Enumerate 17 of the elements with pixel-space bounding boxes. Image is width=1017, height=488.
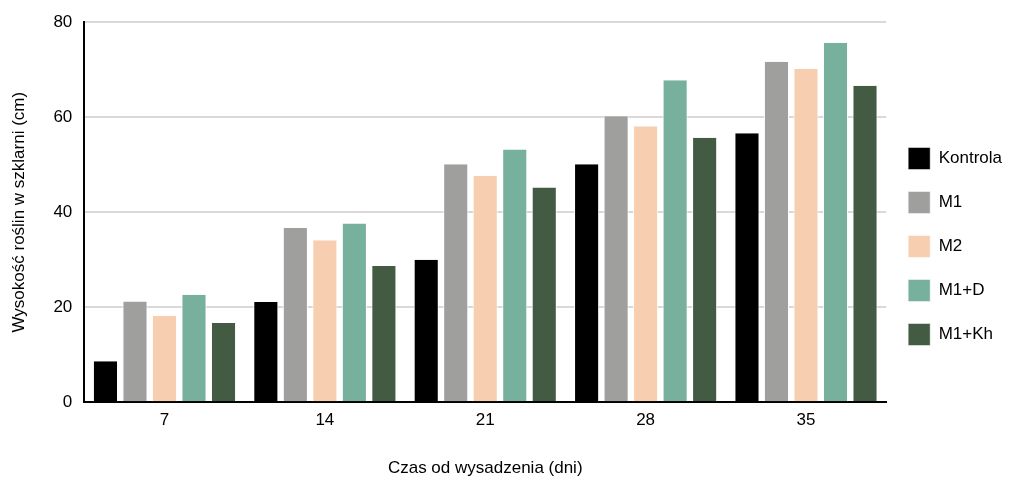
legend-label: M2 xyxy=(938,236,963,256)
x-tick-label: 7 xyxy=(159,410,170,430)
legend-label: M1+D xyxy=(938,280,985,300)
y-tick-label: 80 xyxy=(53,11,73,31)
y-tick-label: 60 xyxy=(53,106,73,126)
legend-label: M1 xyxy=(938,192,963,212)
y-axis-title: Wysokość roślin w szklarni (cm) xyxy=(8,91,28,333)
x-tick-label: 21 xyxy=(475,410,495,430)
y-tick-label: 20 xyxy=(53,296,73,316)
y-tick-label: 0 xyxy=(62,391,73,411)
x-tick-label: 14 xyxy=(315,410,335,430)
x-tick-label: 28 xyxy=(636,410,656,430)
legend-label: M1+Kh xyxy=(938,324,994,344)
x-tick-label: 35 xyxy=(796,410,816,430)
x-axis-title: Czas od wysadzenia (dni) xyxy=(387,458,583,478)
legend-label: Kontrola xyxy=(938,148,1003,168)
y-tick-label: 40 xyxy=(53,201,73,221)
